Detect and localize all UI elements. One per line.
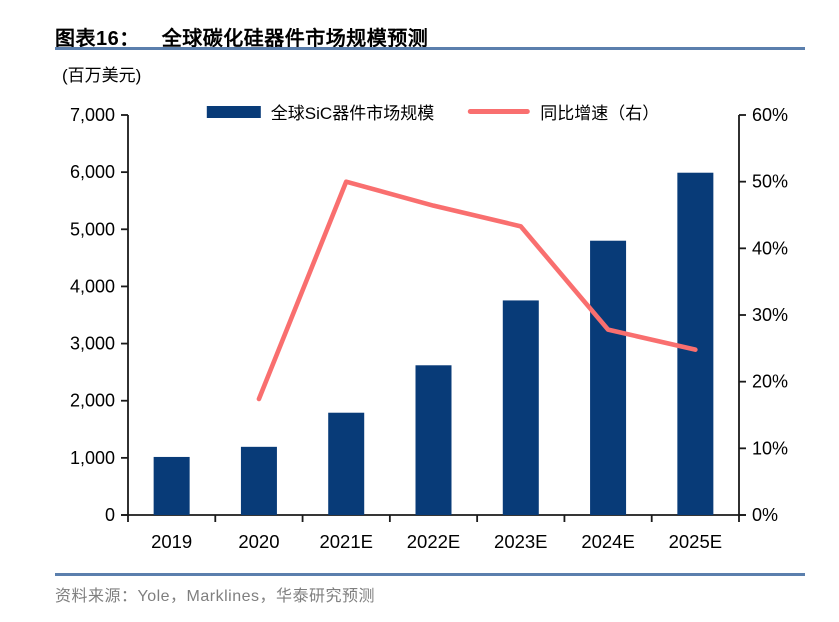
right-axis-tick-label: 20% bbox=[752, 372, 788, 392]
line-series-swatch-icon bbox=[468, 109, 531, 114]
left-axis-tick-label: 7,000 bbox=[70, 105, 115, 125]
left-axis-tick-label: 5,000 bbox=[70, 219, 115, 239]
x-axis-category-label: 2021E bbox=[319, 531, 373, 552]
bar-2022E bbox=[415, 365, 452, 515]
right-axis-tick-label: 60% bbox=[752, 105, 788, 125]
bar-2023E bbox=[502, 300, 539, 515]
right-axis-tick-label: 40% bbox=[752, 238, 788, 258]
x-axis-category-label: 2023E bbox=[494, 531, 548, 552]
x-axis-category-label: 2022E bbox=[407, 531, 461, 552]
left-axis-tick-label: 6,000 bbox=[70, 162, 115, 182]
legend-item-growth: 同比增速（右） bbox=[468, 99, 659, 124]
right-axis-tick-label: 50% bbox=[752, 172, 788, 192]
left-axis-tick-label: 2,000 bbox=[70, 391, 115, 411]
right-axis-tick-label: 10% bbox=[752, 438, 788, 458]
x-axis-category-label: 2025E bbox=[669, 531, 723, 552]
x-axis-category-label: 2019 bbox=[151, 531, 192, 552]
figure-title-text: 全球碳化硅器件市场规模预测 bbox=[161, 28, 429, 50]
legend-item-market-size: 全球SiC器件市场规模 bbox=[206, 99, 435, 124]
bar-2025E bbox=[677, 172, 714, 515]
bar-series-swatch-icon bbox=[206, 105, 261, 118]
bar-2024E bbox=[590, 240, 627, 515]
right-axis-tick-label: 30% bbox=[752, 305, 788, 325]
chart-area: 全球SiC器件市场规模 同比增速（右） 0 1,000 2,000 3,000 4,00… bbox=[0, 95, 839, 565]
x-axis-category-label: 2024E bbox=[581, 531, 635, 552]
bar-2021E bbox=[328, 412, 365, 515]
figure-title: 图表16： 全球碳化硅器件市场规模预测 bbox=[55, 22, 428, 51]
source-note: 资料来源：Yole，Marklines，华泰研究预测 bbox=[55, 588, 376, 605]
legend-label-market-size: 全球SiC器件市场规模 bbox=[270, 104, 435, 123]
legend-label-growth: 同比增速（右） bbox=[540, 104, 660, 123]
footer-divider-rule bbox=[55, 573, 805, 576]
left-axis-unit-label: (百万美元) bbox=[62, 66, 142, 85]
chart-legend: 全球SiC器件市场规模 同比增速（右） bbox=[206, 99, 659, 124]
title-divider-rule bbox=[55, 47, 805, 50]
growth-rate-line bbox=[256, 179, 698, 402]
bar-2020 bbox=[240, 446, 277, 515]
bar-2019 bbox=[153, 456, 190, 515]
x-axis-category-label: 2020 bbox=[238, 531, 279, 552]
left-axis-tick-label: 1,000 bbox=[70, 448, 115, 468]
left-axis-tick-label: 3,000 bbox=[70, 334, 115, 354]
right-axis-tick-label: 0% bbox=[752, 505, 778, 525]
chart-canvas: 0 1,000 2,000 3,000 4,000 5,000 6,000 7,000 0% 10… bbox=[70, 105, 788, 552]
figure-number-label: 图表16： bbox=[55, 28, 140, 50]
left-axis-tick-label: 4,000 bbox=[70, 276, 115, 296]
left-axis-tick-label: 0 bbox=[105, 505, 115, 525]
